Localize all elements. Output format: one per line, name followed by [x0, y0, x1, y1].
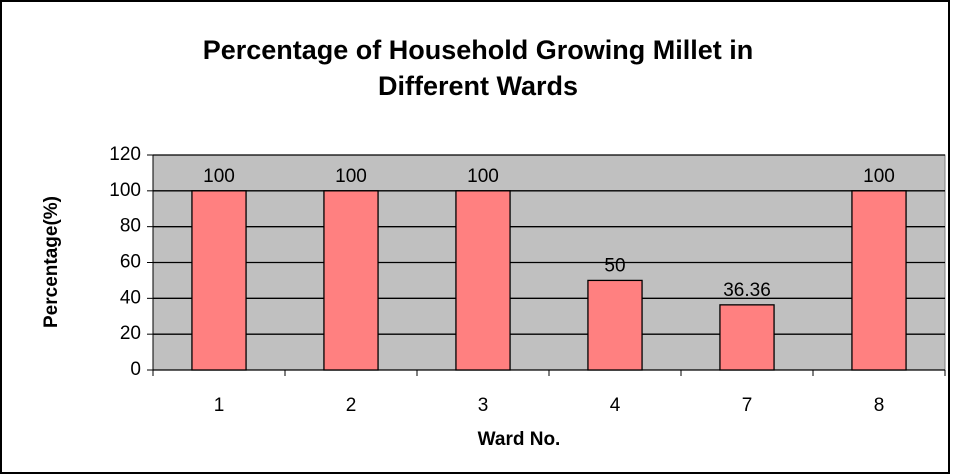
data-label: 100	[467, 166, 499, 187]
bar	[323, 190, 379, 371]
y-tick-label: 120	[109, 144, 141, 165]
x-tick-label: 1	[214, 395, 225, 416]
x-tick-label: 7	[742, 395, 753, 416]
bar	[851, 190, 907, 371]
data-label: 100	[863, 166, 895, 187]
bar	[455, 190, 511, 371]
bar	[587, 279, 643, 371]
data-label: 100	[335, 166, 367, 187]
data-label: 100	[203, 166, 235, 187]
x-tick-label: 2	[346, 395, 357, 416]
chart-title: Percentage of Household Growing Millet i…	[202, 35, 754, 101]
bar	[719, 304, 775, 371]
y-axis-label: Percentage(%)	[41, 196, 62, 328]
y-tick-label: 100	[109, 180, 141, 201]
y-tick-label: 80	[120, 216, 141, 237]
x-tick-label: 3	[478, 395, 489, 416]
data-label: 36.36	[723, 280, 771, 301]
x-tick-label: 4	[610, 395, 621, 416]
y-tick-label: 40	[120, 287, 141, 308]
y-tick-label: 0	[130, 359, 141, 380]
x-tick-label: 8	[874, 395, 885, 416]
bar	[191, 190, 247, 371]
data-label: 50	[604, 255, 625, 276]
y-tick-label: 20	[120, 323, 141, 344]
y-tick-label: 60	[120, 252, 141, 273]
x-axis-label: Ward No.	[478, 429, 561, 450]
